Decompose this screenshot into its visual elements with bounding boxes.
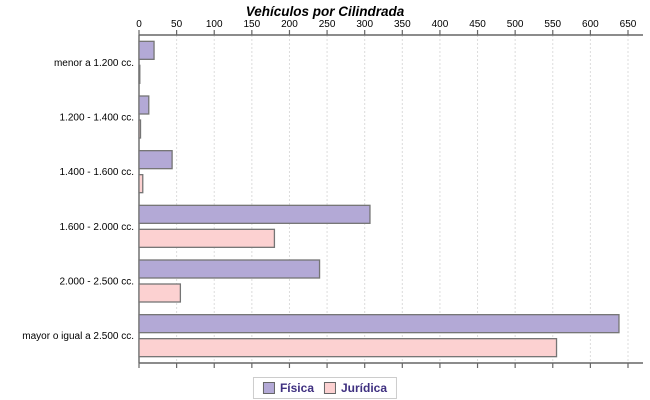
x-tick-label: 450	[469, 19, 486, 30]
category-label: mayor o igual a 2.500 cc.	[22, 331, 134, 342]
x-tick-label: 150	[244, 19, 261, 30]
legend-swatch-física	[262, 382, 275, 394]
x-tick-label: 600	[582, 19, 599, 30]
legend-label: Física	[279, 381, 314, 395]
bar-física-5	[138, 314, 620, 334]
x-tick-label: 250	[319, 19, 336, 30]
legend-item-jurídica: Jurídica	[324, 381, 387, 395]
legend-swatch-jurídica	[324, 382, 336, 394]
x-tick-label: 500	[507, 19, 524, 30]
bar-física-1	[138, 95, 150, 115]
x-tick-label: 50	[171, 19, 183, 30]
bar-jurídica-2	[138, 174, 144, 194]
x-tick-label: 0	[136, 19, 142, 30]
category-label: 1.400 - 1.600 cc.	[60, 167, 135, 178]
legend-label: Jurídica	[341, 381, 388, 395]
x-tick-label: 650	[620, 19, 637, 30]
category-label: 1.600 - 2.000 cc.	[60, 222, 135, 233]
legend: Física Jurídica	[252, 377, 398, 399]
bar-jurídica-1	[138, 119, 142, 139]
x-tick-label: 350	[394, 19, 411, 30]
category-label: 1.200 - 1.400 cc.	[60, 113, 135, 124]
category-label: menor a 1.200 cc.	[54, 58, 134, 69]
bar-jurídica-4	[138, 283, 182, 303]
bar-física-2	[138, 150, 173, 170]
bar-jurídica-3	[138, 228, 276, 248]
bar-física-4	[138, 259, 321, 279]
x-tick-label: 200	[281, 19, 298, 30]
chart-title: Vehículos por Cilindrada	[245, 4, 405, 19]
bar-física-3	[138, 204, 371, 224]
x-tick-label: 300	[356, 19, 373, 30]
bar-jurídica-5	[138, 338, 558, 358]
x-tick-label: 100	[206, 19, 223, 30]
legend-item-física: Física	[262, 381, 314, 395]
bar-jurídica-0	[138, 64, 141, 84]
category-label: 2.000 - 2.500 cc.	[60, 277, 135, 288]
x-tick-label: 400	[432, 19, 449, 30]
bar-física-0	[138, 40, 155, 60]
x-tick-label: 550	[544, 19, 561, 30]
